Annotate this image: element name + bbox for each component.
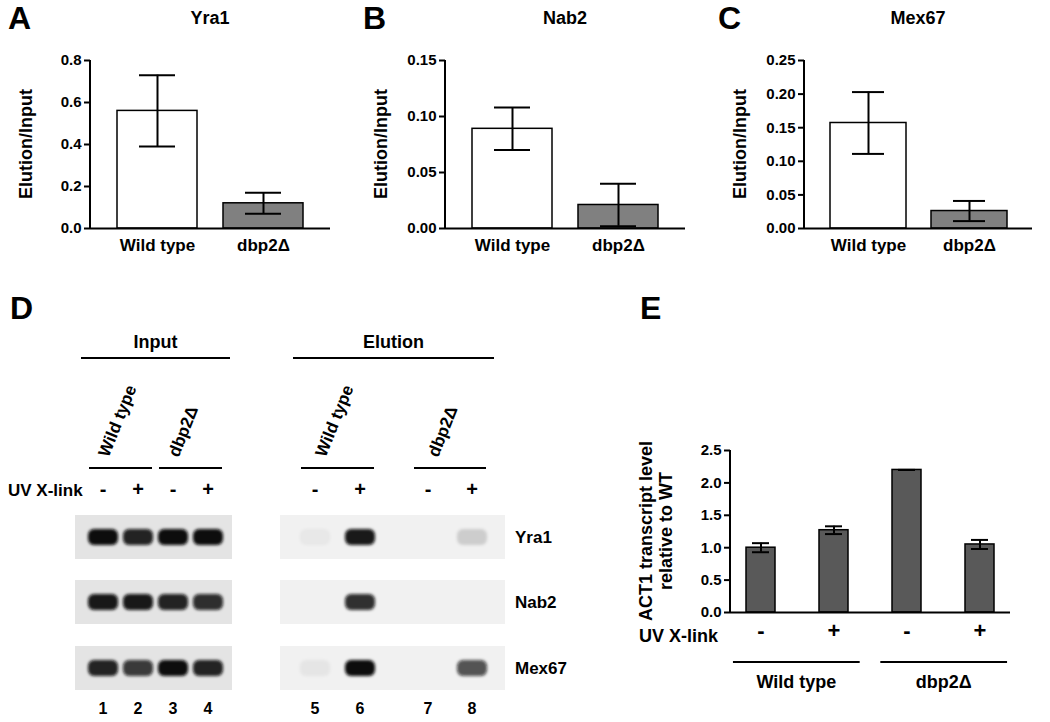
svg-text:ACT1 transcript levelrelative: ACT1 transcript levelrelative to WT — [636, 441, 676, 621]
svg-text:Elution/Input: Elution/Input — [730, 89, 750, 199]
svg-text:0.4: 0.4 — [61, 135, 83, 152]
svg-text:dbp2Δ: dbp2Δ — [943, 236, 996, 255]
svg-text:+: + — [132, 478, 144, 500]
svg-text:-: - — [170, 478, 177, 500]
svg-text:1.5: 1.5 — [701, 506, 722, 523]
svg-text:Wild type: Wild type — [831, 236, 906, 255]
svg-text:Nab2: Nab2 — [515, 593, 557, 612]
svg-text:Wild type: Wild type — [95, 382, 141, 459]
svg-text:-: - — [100, 478, 107, 500]
svg-text:Wild type: Wild type — [120, 236, 195, 255]
svg-text:dbp2Δ: dbp2Δ — [592, 236, 645, 255]
html-text:Yra1: Yra1 — [190, 8, 230, 28]
svg-text:Input: Input — [134, 332, 178, 352]
svg-text:0.00: 0.00 — [766, 219, 795, 236]
html-text:E: E — [640, 290, 662, 326]
svg-text:Wild type: Wild type — [312, 382, 358, 459]
svg-text:4: 4 — [204, 700, 213, 717]
svg-text:0.15: 0.15 — [407, 51, 436, 68]
html-text:B: B — [363, 0, 387, 36]
svg-text:0.0: 0.0 — [61, 219, 82, 236]
svg-text:Mex67: Mex67 — [515, 659, 567, 678]
svg-text:0.10: 0.10 — [766, 152, 795, 169]
svg-text:-: - — [312, 478, 319, 500]
svg-text:+: + — [354, 478, 366, 500]
svg-text:Elution/Input: Elution/Input — [16, 89, 36, 199]
svg-text:Elution: Elution — [363, 332, 424, 352]
svg-text:+: + — [974, 618, 987, 643]
svg-text:0.05: 0.05 — [766, 186, 795, 203]
svg-text:-: - — [425, 478, 432, 500]
svg-text:0.0: 0.0 — [701, 603, 722, 620]
svg-text:Yra1: Yra1 — [515, 528, 552, 547]
svg-text:0.6: 0.6 — [61, 93, 82, 110]
html-text:C: C — [718, 0, 742, 36]
svg-text:UV X-link: UV X-link — [8, 481, 83, 500]
html-text:Mex67: Mex67 — [890, 8, 946, 28]
svg-text:5: 5 — [311, 700, 320, 717]
svg-text:2.5: 2.5 — [701, 441, 722, 458]
svg-text:-: - — [903, 618, 910, 643]
svg-text:Wild type: Wild type — [756, 672, 836, 692]
svg-text:0.5: 0.5 — [701, 571, 722, 588]
svg-text:2.0: 2.0 — [701, 474, 722, 491]
svg-text:0.8: 0.8 — [61, 51, 82, 68]
svg-text:dbp2Δ: dbp2Δ — [916, 672, 972, 692]
svg-text:+: + — [202, 478, 214, 500]
svg-text:0.10: 0.10 — [407, 107, 436, 124]
svg-text:-: - — [757, 618, 764, 643]
svg-text:2: 2 — [134, 700, 143, 717]
svg-text:dbp2Δ: dbp2Δ — [424, 403, 461, 459]
svg-text:8: 8 — [468, 700, 477, 717]
svg-text:dbp2Δ: dbp2Δ — [165, 403, 202, 459]
svg-text:Elution/Input: Elution/Input — [371, 89, 391, 199]
svg-text:+: + — [828, 618, 841, 643]
svg-text:0.20: 0.20 — [766, 85, 795, 102]
svg-text:dbp2Δ: dbp2Δ — [237, 236, 290, 255]
svg-text:1: 1 — [99, 700, 108, 717]
html-text:A: A — [8, 0, 32, 36]
svg-text:0.15: 0.15 — [766, 119, 795, 136]
svg-text:0.05: 0.05 — [407, 163, 436, 180]
svg-text:7: 7 — [424, 700, 433, 717]
svg-text:3: 3 — [169, 700, 178, 717]
svg-text:0.00: 0.00 — [407, 219, 436, 236]
svg-text:0.25: 0.25 — [766, 51, 795, 68]
svg-text:1.0: 1.0 — [701, 539, 722, 556]
html-text:D: D — [10, 290, 34, 326]
svg-text:+: + — [466, 478, 478, 500]
svg-text:UV X-link: UV X-link — [639, 626, 719, 646]
svg-text:0.2: 0.2 — [61, 177, 82, 194]
svg-text:Wild type: Wild type — [475, 236, 550, 255]
html-text:Nab2: Nab2 — [543, 8, 587, 28]
svg-text:6: 6 — [356, 700, 365, 717]
